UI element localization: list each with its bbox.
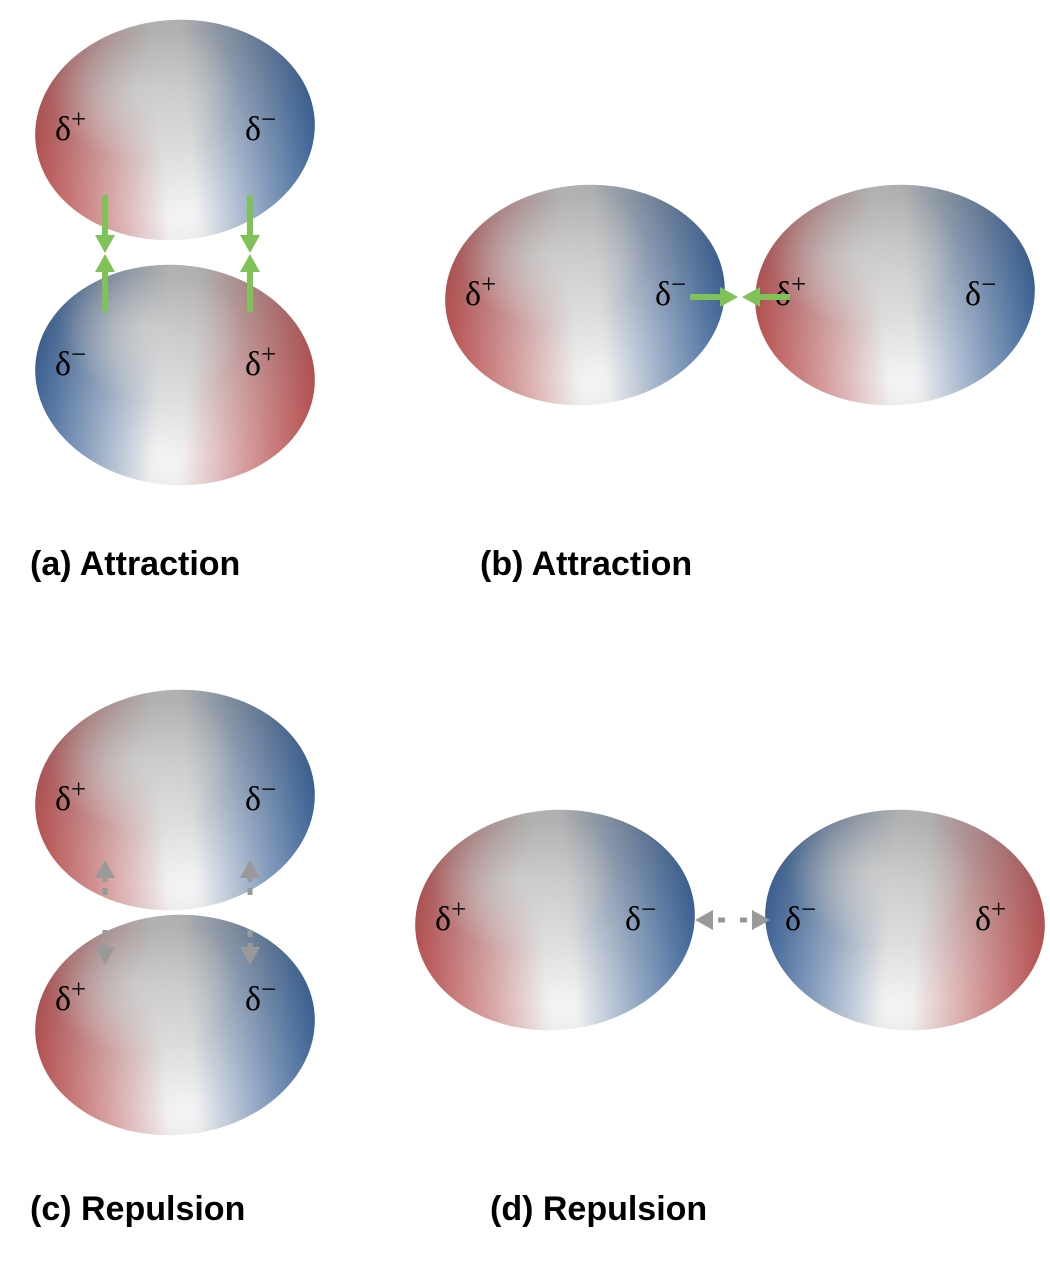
caption-text: Attraction [532,545,693,583]
repel-arrow [95,860,115,965]
figure-canvas: δ+δ−δ−δ+δ+δ−δ+δ−δ+δ−δ+δ−δ+δ−δ−δ+ [0,0,1050,1267]
dipole-molecule [26,903,324,1147]
caption-text: Attraction [80,545,241,583]
repel-arrow [695,910,770,930]
caption-prefix: (d) [490,1190,543,1228]
caption-b: (b) Attraction [480,545,692,584]
caption-c: (c) Repulsion [30,1190,245,1229]
caption-text: Repulsion [81,1190,245,1228]
caption-prefix: (a) [30,545,80,583]
caption-d: (d) Repulsion [490,1190,707,1229]
dipole-interaction-figure: δ+δ−δ−δ+δ+δ−δ+δ−δ+δ−δ+δ−δ+δ−δ−δ+ (a) Att… [0,0,1050,1267]
caption-text: Repulsion [543,1190,707,1228]
repel-arrow [240,860,260,965]
caption-prefix: (c) [30,1190,81,1228]
caption-a: (a) Attraction [30,545,240,584]
caption-prefix: (b) [480,545,532,583]
